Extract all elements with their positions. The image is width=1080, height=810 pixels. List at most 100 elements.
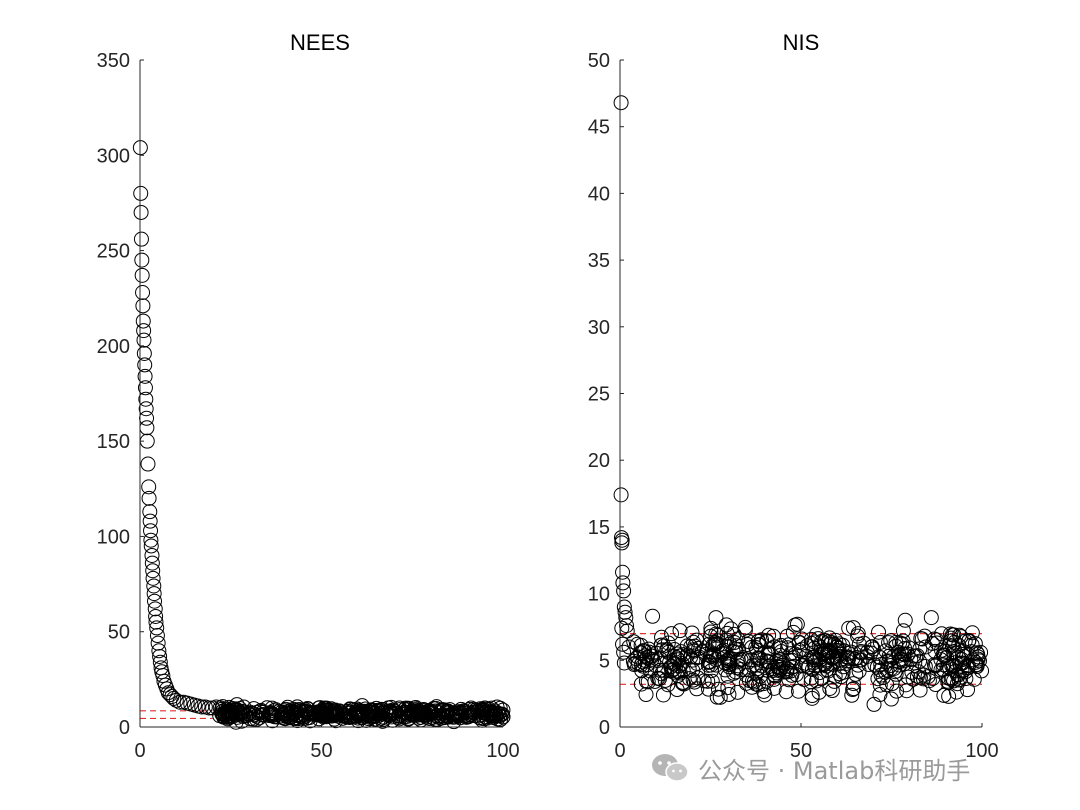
data-point [147,601,163,617]
data-point [451,706,467,722]
data-point [960,660,976,676]
data-point [671,658,687,674]
data-point [969,658,985,674]
data-point [655,687,671,703]
data-point [744,639,760,655]
data-point [141,479,157,495]
data-point [616,583,632,599]
data-point [883,633,899,649]
y-tick-label: 15 [588,517,610,539]
y-tick-label: 20 [588,450,610,472]
watermark-text: 公众号 · Matlab科研助手 [698,756,971,785]
data-point [940,673,956,689]
data-point [280,699,296,715]
watermark: 公众号 · Matlab科研助手 [650,748,970,788]
nis-title: NIS [783,30,820,55]
data-point [616,644,632,660]
data-point [700,673,716,689]
data-point [701,681,717,697]
data-point [148,614,164,630]
data-point [460,708,476,724]
data-point [370,703,386,719]
y-tick-label: 200 [97,336,130,358]
data-point [326,706,342,722]
data-point [710,637,726,653]
data-point [137,357,153,373]
data-point [767,668,783,684]
data-point [808,627,824,643]
y-tick-label: 0 [599,717,610,739]
data-point [841,620,857,636]
y-tick-label: 30 [588,317,610,339]
x-tick-label: 0 [134,740,145,762]
data-point [845,676,861,692]
data-point [436,702,452,718]
data-point [861,657,877,673]
data-point [150,635,166,651]
data-point [888,638,904,654]
data-point [915,671,931,687]
data-point [391,708,407,724]
data-point [152,648,168,664]
data-point [136,332,152,348]
data-point [690,670,706,686]
data-point [948,645,964,661]
data-point [898,677,914,693]
data-point [495,702,511,718]
data-point [895,623,911,639]
data-point [708,657,724,673]
data-point [476,711,492,727]
data-point [845,651,861,667]
data-point [635,643,651,659]
data-point [314,703,330,719]
data-point [148,608,164,624]
data-point [752,637,768,653]
data-point [146,586,162,602]
data-point [891,654,907,670]
data-point [912,682,928,698]
y-tick-label: 50 [588,50,610,72]
data-point [873,667,889,683]
y-tick-label: 45 [588,117,610,139]
data-point [145,563,161,579]
data-point [712,689,728,705]
data-point [143,523,159,539]
data-point [819,652,835,668]
data-point [845,682,861,698]
data-point [475,704,491,720]
data-point [726,626,742,642]
data-point [135,298,151,314]
data-point [951,637,967,653]
data-point [249,704,265,720]
nees-bound-lines [140,710,213,720]
data-point [891,647,907,663]
data-point [340,703,356,719]
data-point [835,659,851,675]
data-point [689,681,705,697]
x-tick-label: 50 [790,740,812,762]
data-point [870,671,886,687]
y-tick-label: 35 [588,250,610,272]
data-point [748,640,764,656]
data-point [921,673,937,689]
data-point [803,674,819,690]
data-point [710,633,726,649]
data-point [666,649,682,665]
data-point [946,673,962,689]
data-point [918,639,934,655]
data-point [137,380,153,396]
nis-markers [613,95,990,712]
data-point [287,711,303,727]
data-point [144,547,160,563]
data-point [645,608,661,624]
data-point [142,504,158,520]
nees-y-ticks: 0 50 100 150 200 250 300 350 [97,50,144,739]
data-point [719,625,735,641]
data-point [912,653,928,669]
data-point [631,656,647,672]
data-point [654,629,670,645]
data-point [899,683,915,699]
data-point [864,639,880,655]
data-point [761,627,777,643]
data-point [964,625,980,641]
